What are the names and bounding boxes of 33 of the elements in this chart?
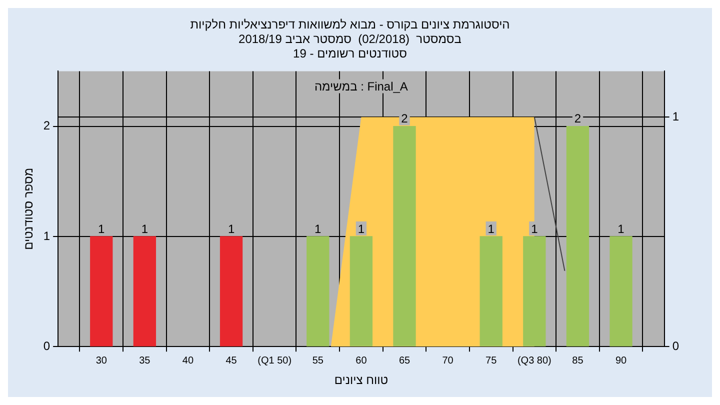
x-axis-title: טווח ציונים <box>334 373 388 388</box>
data-label: 2 <box>574 112 582 126</box>
x-tick-label: 60 <box>356 355 368 366</box>
y-tick-label: 2 <box>43 118 50 133</box>
x-tick-label: 40 <box>182 355 194 366</box>
data-label: 1 <box>141 222 148 236</box>
x-tick-label: 45 <box>226 355 238 366</box>
data-label: 1 <box>98 222 106 236</box>
y2-tick-label: 1 <box>672 109 680 124</box>
y-tick-label: 0 <box>43 338 50 353</box>
chart-subtitle: בסמסטר (02/2018) סמסטר אביב 2018/19 סטודנטים רשומים - 19 <box>238 32 462 60</box>
x-tick-label: 55 <box>312 355 324 366</box>
data-label: 1 <box>228 222 235 236</box>
data-label: 2 <box>401 112 408 126</box>
x-tick-label: 70 <box>442 355 454 366</box>
y-tick-label: 1 <box>43 228 50 243</box>
x-tick-label: 75 <box>486 355 498 366</box>
data-label: 1 <box>314 222 322 236</box>
x-tick-label: (Q1 50) <box>258 355 292 366</box>
data-label: 1 <box>531 222 538 236</box>
x-tick-label: 35 <box>139 355 151 366</box>
x-tick-label: 30 <box>96 355 108 366</box>
data-label: 1 <box>358 222 365 236</box>
x-tick-label: (Q3 80) <box>517 355 552 366</box>
chart-title: היסטוגרמת ציונים בקורס - מבוא למשוואות דיפרנציאליות חלקיות <box>190 18 510 32</box>
y-axis-title: מספר סטודנטים <box>22 168 36 250</box>
data-label: 1 <box>488 222 495 236</box>
y2-tick-label: 0 <box>672 338 680 353</box>
x-tick-label: 65 <box>398 355 411 366</box>
x-tick-label: 85 <box>572 355 584 366</box>
data-label: 1 <box>618 222 625 236</box>
x-tick-label: 90 <box>615 355 628 366</box>
annotation: במשימה : Final_A <box>314 80 408 94</box>
